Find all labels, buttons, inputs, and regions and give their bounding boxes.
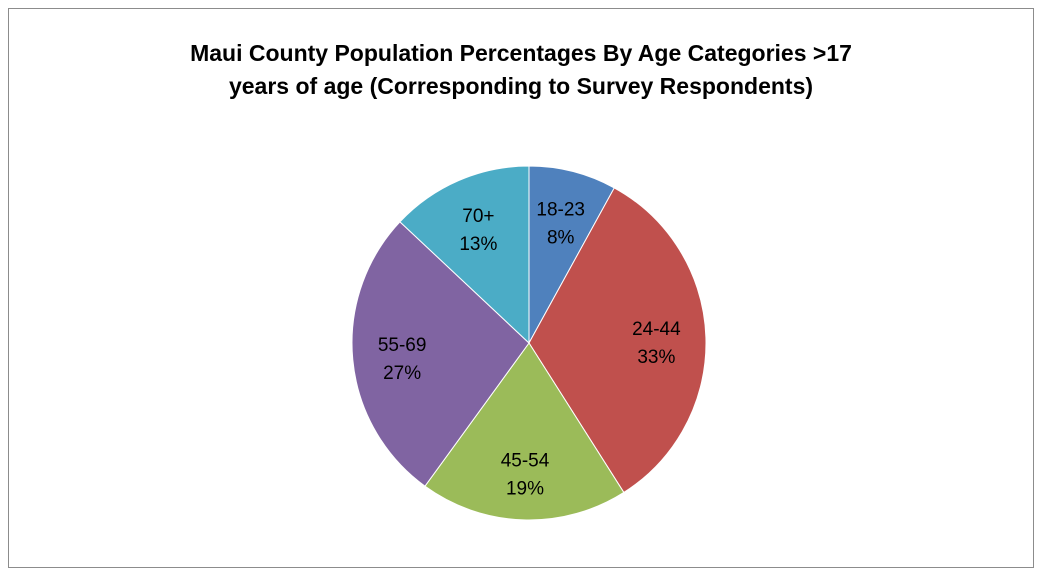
slice-category-label: 55-69 — [378, 335, 427, 356]
pie-slice-24-44 — [528, 187, 707, 494]
pie-chart: 18-23 8% 24-44 33% 45-54 19% 55-69 27% 70+ 13% — [351, 165, 707, 521]
slice-percent-label: 27% — [383, 363, 421, 384]
slice-category-label: 24-44 — [632, 319, 681, 340]
slice-percent-label: 8% — [547, 228, 575, 249]
slice-category-label: 45-54 — [501, 450, 550, 471]
slice-category-label: 18-23 — [536, 200, 585, 221]
slice-percent-label: 13% — [459, 234, 497, 255]
pie-slice-18-23 — [528, 165, 615, 344]
slice-category-label: 70+ — [462, 206, 494, 227]
chart-title-line-2: years of age (Corresponding to Survey Re… — [228, 73, 814, 99]
pie-slice-70+ — [399, 165, 530, 345]
chart-title-line-1: Maui County Population Percentages By Ag… — [190, 40, 852, 66]
chart-title: Maui County Population Percentages By Ag… — [9, 37, 1033, 103]
chart-frame: Maui County Population Percentages By Ag… — [8, 8, 1034, 568]
pie-slice-55-69 — [351, 221, 530, 487]
slice-percent-label: 19% — [506, 478, 544, 499]
slice-percent-label: 33% — [637, 347, 675, 368]
pie-slice-45-54 — [424, 342, 625, 521]
